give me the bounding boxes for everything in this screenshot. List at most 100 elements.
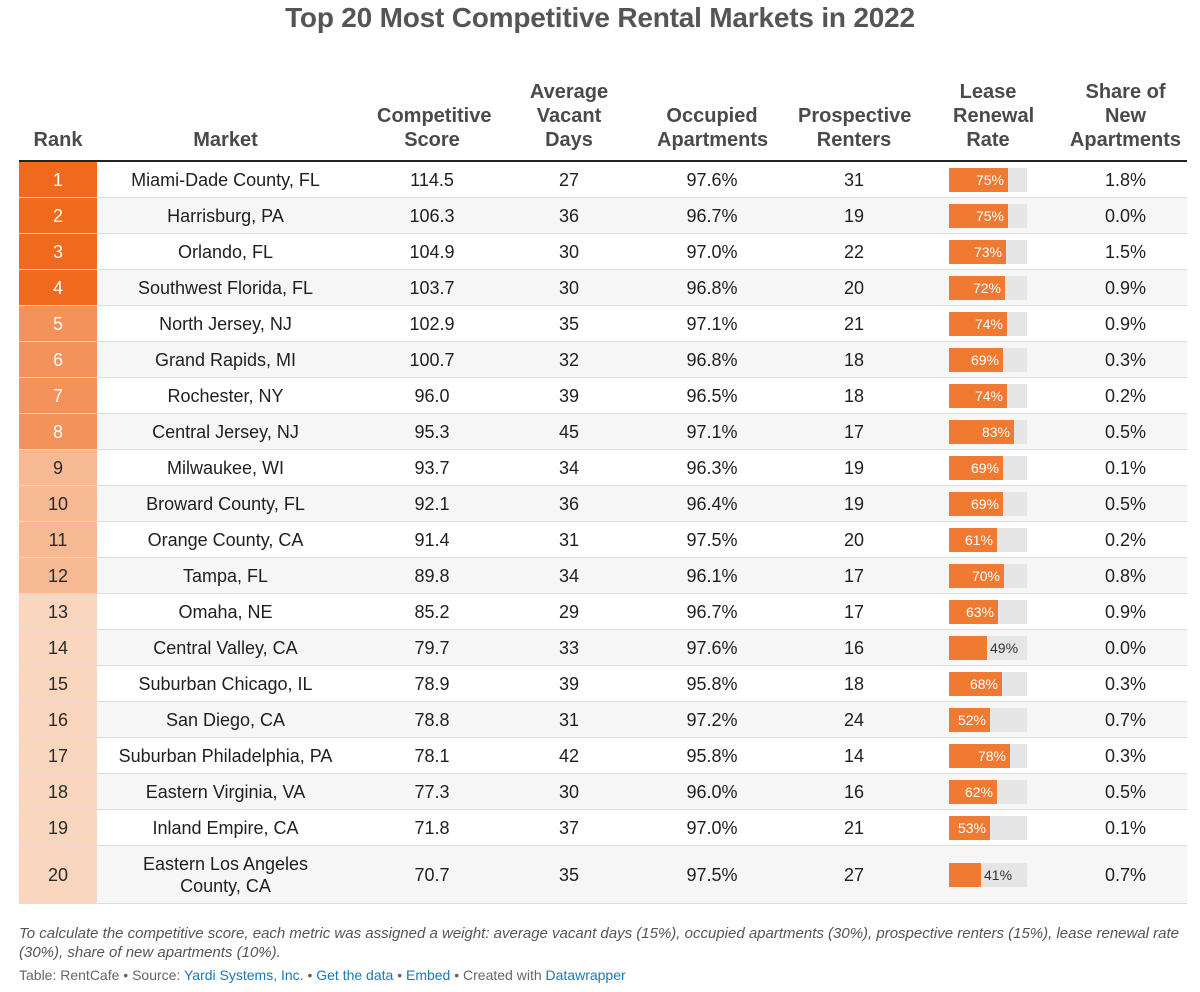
table-header-row: Rank Market Competitive Score Average Va… <box>19 64 1187 162</box>
lease-renewal-label: 69% <box>970 351 999 368</box>
share-new-apartments-cell: 1.5% <box>1064 233 1187 270</box>
market-cell: Tampa, FL <box>97 557 354 594</box>
prospective-renters-cell: 21 <box>796 809 912 846</box>
prospective-renters-cell: 18 <box>796 665 912 702</box>
rank-cell: 4 <box>19 269 97 306</box>
share-new-apartments-cell: 0.3% <box>1064 341 1187 378</box>
column-header-share-of-new-apartments[interactable]: Share of New Apartments <box>1064 64 1187 162</box>
table-row: 2 Harrisburg, PA 106.3 36 96.7% 19 75% 0.0% <box>19 197 1187 234</box>
lease-renewal-bar-track: 75% <box>949 203 1027 228</box>
lease-renewal-bar-track: 52% <box>949 707 1027 732</box>
competitive-score-cell: 78.8 <box>354 701 510 738</box>
lease-renewal-label: 41% <box>984 866 1013 883</box>
embed-link[interactable]: Embed <box>405 967 451 983</box>
table-row: 16 San Diego, CA 78.8 31 97.2% 24 52% 0.7% <box>19 701 1187 738</box>
lease-renewal-bar <box>949 347 1003 372</box>
lease-renewal-bar-track: 78% <box>949 743 1027 768</box>
column-header-market[interactable]: Market <box>97 64 354 162</box>
lease-renewal-bar <box>949 599 998 624</box>
source-link[interactable]: Yardi Systems, Inc. <box>183 967 304 983</box>
table-row: 3 Orlando, FL 104.9 30 97.0% 22 73% 1.5% <box>19 233 1187 270</box>
market-cell: Southwest Florida, FL <box>97 269 354 306</box>
competitive-score-cell: 103.7 <box>354 269 510 306</box>
share-new-apartments-cell: 0.1% <box>1064 809 1187 846</box>
vacant-days-cell: 39 <box>510 665 628 702</box>
occupied-apartments-cell: 95.8% <box>628 665 796 702</box>
rank-cell: 13 <box>19 593 97 630</box>
lease-renewal-label: 73% <box>973 243 1002 260</box>
lease-renewal-bar <box>949 707 990 732</box>
lease-renewal-label: 69% <box>970 459 999 476</box>
header-line: Average Vacant Days <box>529 81 609 151</box>
market-cell: San Diego, CA <box>97 701 354 738</box>
share-new-apartments-cell: 1.8% <box>1064 161 1187 198</box>
vacant-days-cell: 34 <box>510 449 628 486</box>
market-cell: Milwaukee, WI <box>97 449 354 486</box>
column-header-prospective-renters[interactable]: Prospective Renters <box>796 64 912 162</box>
vacant-days-cell: 32 <box>510 341 628 378</box>
prospective-renters-cell: 17 <box>796 413 912 450</box>
vacant-days-cell: 31 <box>510 521 628 558</box>
occupied-apartments-cell: 97.5% <box>628 845 796 904</box>
lease-renewal-bar <box>949 743 1010 768</box>
prospective-renters-cell: 18 <box>796 377 912 414</box>
lease-renewal-bar-track: 69% <box>949 347 1027 372</box>
lease-renewal-bar <box>949 491 1003 516</box>
get-the-data-link[interactable]: Get the data <box>316 967 394 983</box>
lease-renewal-bar <box>949 815 990 840</box>
lease-renewal-cell: 72% <box>912 269 1064 306</box>
table-row: 4 Southwest Florida, FL 103.7 30 96.8% 20 72% 0… <box>19 269 1187 306</box>
separator: • <box>123 967 129 983</box>
rank-cell: 1 <box>19 161 97 198</box>
share-new-apartments-cell: 0.3% <box>1064 737 1187 774</box>
lease-renewal-label: 72% <box>972 279 1001 296</box>
header-line: Occupied Apartments <box>657 105 769 151</box>
share-new-apartments-cell: 0.5% <box>1064 485 1187 522</box>
datawrapper-link[interactable]: Datawrapper <box>545 967 626 983</box>
market-cell: North Jersey, NJ <box>97 305 354 342</box>
column-header-competitive-score[interactable]: Competitive Score <box>354 64 510 162</box>
column-header-average-vacant-days[interactable]: Average Vacant Days <box>510 64 628 162</box>
column-header-rank[interactable]: Rank <box>19 64 97 162</box>
competitive-score-cell: 114.5 <box>354 161 510 198</box>
lease-renewal-bar-track: 73% <box>949 239 1027 264</box>
lease-renewal-cell: 62% <box>912 773 1064 810</box>
competitive-score-cell: 102.9 <box>354 305 510 342</box>
table-row: 6 Grand Rapids, MI 100.7 32 96.8% 18 69% 0.3% <box>19 341 1187 378</box>
vacant-days-cell: 35 <box>510 305 628 342</box>
occupied-apartments-cell: 97.0% <box>628 233 796 270</box>
lease-renewal-label: 62% <box>964 783 993 800</box>
vacant-days-cell: 42 <box>510 737 628 774</box>
column-header-lease-renewal-rate[interactable]: Lease Renewal Rate <box>912 64 1064 162</box>
occupied-apartments-cell: 95.8% <box>628 737 796 774</box>
occupied-apartments-cell: 97.0% <box>628 809 796 846</box>
prospective-renters-cell: 20 <box>796 269 912 306</box>
lease-renewal-bar-track: 69% <box>949 455 1027 480</box>
table-row: 18 Eastern Virginia, VA 77.3 30 96.0% 16 62% 0.… <box>19 773 1187 810</box>
lease-renewal-bar <box>949 779 997 804</box>
column-header-occupied-apartments[interactable]: Occupied Apartments <box>628 64 796 162</box>
lease-renewal-bar <box>949 203 1008 228</box>
lease-renewal-label: 69% <box>970 495 999 512</box>
lease-renewal-cell: 75% <box>912 197 1064 234</box>
lease-renewal-label: 74% <box>974 387 1003 404</box>
rank-cell: 9 <box>19 449 97 486</box>
table-row: 7 Rochester, NY 96.0 39 96.5% 18 74% 0.2% <box>19 377 1187 414</box>
competitive-score-cell: 96.0 <box>354 377 510 414</box>
lease-renewal-label: 78% <box>977 747 1006 764</box>
market-cell: Suburban Philadelphia, PA <box>97 737 354 774</box>
header-line: Lease Renewal Rate <box>953 81 1035 151</box>
created-with-label: Created with <box>463 967 542 983</box>
separator: • <box>454 967 460 983</box>
rank-cell: 15 <box>19 665 97 702</box>
vacant-days-cell: 30 <box>510 269 628 306</box>
vacant-days-cell: 30 <box>510 233 628 270</box>
vacant-days-cell: 30 <box>510 773 628 810</box>
lease-renewal-bar <box>949 383 1007 408</box>
rank-cell: 11 <box>19 521 97 558</box>
lease-renewal-cell: 41% <box>912 845 1064 904</box>
competitive-score-cell: 78.9 <box>354 665 510 702</box>
table-row: 10 Broward County, FL 92.1 36 96.4% 19 69% 0.5% <box>19 485 1187 522</box>
share-new-apartments-cell: 0.2% <box>1064 377 1187 414</box>
prospective-renters-cell: 16 <box>796 773 912 810</box>
